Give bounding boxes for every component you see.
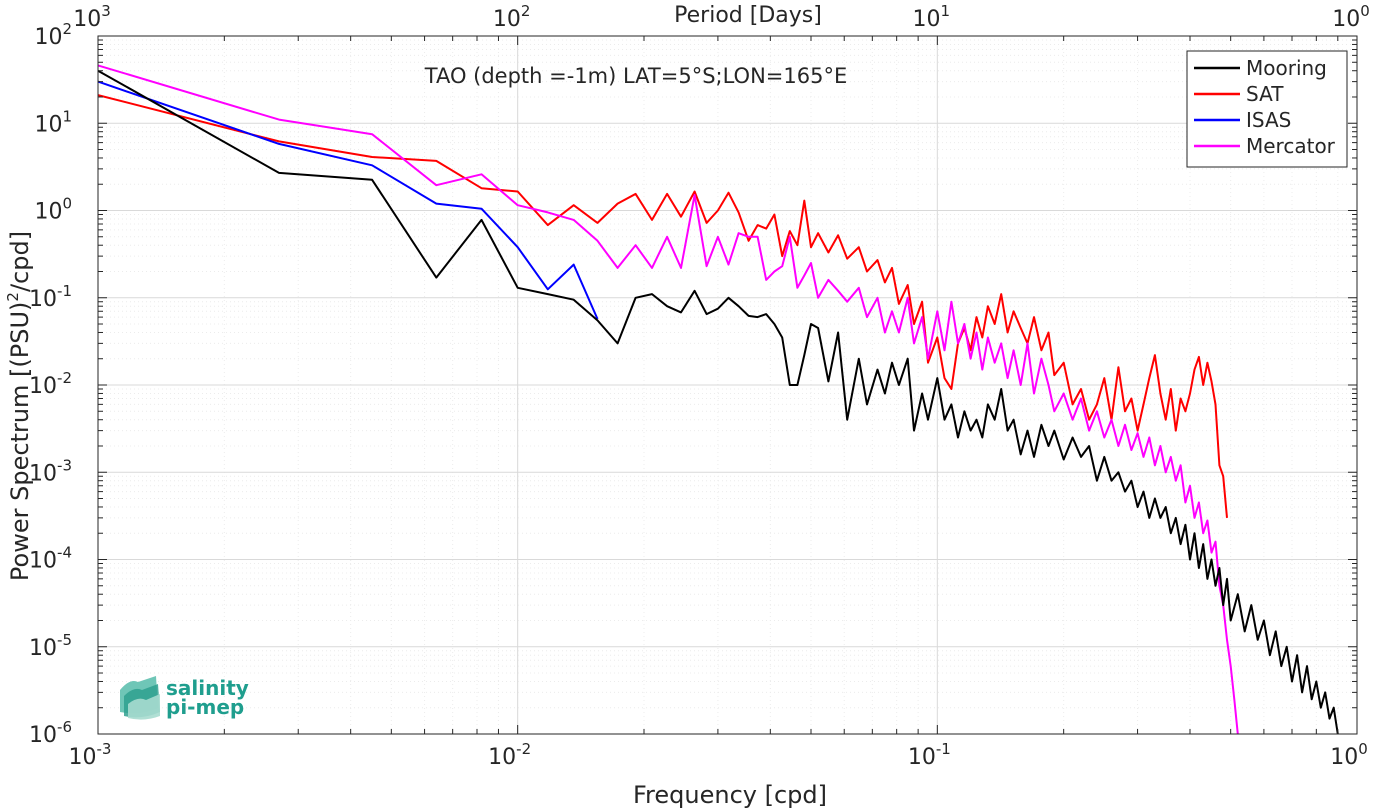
x-top-tick-label-exponent: 3 (101, 2, 111, 20)
y-tick-label: 10-4 (29, 544, 72, 574)
x-top-tick-label-base: 10 (493, 7, 521, 32)
y-tick-label-exponent: -5 (57, 631, 72, 649)
y-tick-label: 10-3 (29, 456, 72, 486)
y-tick-label-exponent: -1 (57, 282, 72, 300)
x-tick-label: 10-1 (908, 740, 951, 770)
y-tick-label-exponent: 1 (62, 107, 72, 125)
x-top-tick-label-base: 10 (73, 7, 101, 32)
x-top-tick-label: 101 (913, 2, 951, 32)
salinity-pi-mep-logo: salinity pi-mep (120, 676, 249, 720)
y-tick-label-base: 10 (34, 25, 62, 50)
y-label-part1: Power Spectrum [(PSU) (6, 302, 34, 581)
x-tick-label: 10-2 (488, 740, 531, 770)
y-tick-label-exponent: 0 (62, 195, 72, 213)
y-tick-label-base: 10 (29, 723, 57, 748)
legend-label-isas: ISAS (1246, 108, 1291, 132)
x-tick-label: 100 (1330, 740, 1368, 770)
data-series (97, 64, 1339, 735)
chart-title: TAO (depth =-1m) LAT=5°S;LON=165°E (424, 64, 848, 88)
x-top-tick-label-base: 10 (1332, 7, 1360, 32)
y-tick-label-exponent: -6 (57, 718, 72, 736)
y-tick-label-exponent: -3 (57, 456, 72, 474)
x-tick-label-base: 10 (1330, 745, 1358, 770)
x-top-axis-label: Period [Days] (674, 3, 822, 28)
y-label-superscript: 2 (4, 292, 22, 302)
y-tick-label-base: 10 (29, 636, 57, 661)
x-top-tick-label-exponent: 0 (1360, 2, 1370, 20)
y-tick-label: 101 (34, 107, 72, 137)
series-line-isas (97, 80, 599, 320)
logo-wave-icon (120, 676, 160, 720)
legend-label-sat: SAT (1246, 82, 1284, 106)
legend-box (1186, 50, 1348, 168)
y-tick-label: 10-6 (29, 718, 72, 748)
x-tick-label-exponent: 0 (1358, 740, 1368, 758)
y-tick-label-base: 10 (29, 461, 57, 486)
y-axis-label: Power Spectrum [(PSU)2/cpd] (4, 231, 34, 581)
y-tick-label-base: 10 (29, 549, 57, 574)
x-tick-label: 10-3 (69, 740, 112, 770)
y-tick-label-base: 10 (29, 374, 57, 399)
series-line-mooring (97, 69, 1339, 735)
logo-line2: pi-mep (166, 695, 244, 719)
y-tick-label: 10-2 (29, 369, 72, 399)
x-tick-label-base: 10 (908, 745, 936, 770)
axis-ticks (97, 36, 1357, 735)
x-axis-label: Frequency [cpd] (633, 781, 827, 809)
x-tick-label-exponent: -2 (516, 740, 531, 758)
y-tick-label: 100 (34, 195, 72, 225)
y-tick-label-base: 10 (29, 287, 57, 312)
y-tick-label: 102 (34, 20, 72, 50)
y-tick-label-base: 10 (34, 112, 62, 137)
y-label-part2: /cpd] (6, 231, 34, 292)
logo-line1: salinity (166, 676, 249, 700)
y-tick-label: 10-1 (29, 282, 72, 312)
x-top-tick-label-exponent: 2 (521, 2, 531, 20)
series-line-mercator (97, 64, 1239, 735)
x-top-tick-label: 102 (493, 2, 531, 32)
x-top-tick-label-exponent: 1 (941, 2, 951, 20)
legend-label-mooring: Mooring (1246, 56, 1327, 80)
y-tick-label: 10-5 (29, 631, 72, 661)
x-top-tick-label: 100 (1332, 2, 1370, 32)
x-tick-label-base: 10 (69, 745, 97, 770)
x-tick-label-exponent: -3 (97, 740, 112, 758)
legend-label-mercator: Mercator (1246, 134, 1336, 158)
x-tick-label-exponent: -1 (936, 740, 951, 758)
x-top-tick-label: 103 (73, 2, 111, 32)
x-tick-label-base: 10 (488, 745, 516, 770)
y-tick-label-exponent: 2 (62, 20, 72, 38)
x-top-tick-label-base: 10 (913, 7, 941, 32)
y-tick-label-exponent: -4 (57, 544, 72, 562)
y-tick-label-exponent: -2 (57, 369, 72, 387)
y-tick-label-base: 10 (34, 200, 62, 225)
